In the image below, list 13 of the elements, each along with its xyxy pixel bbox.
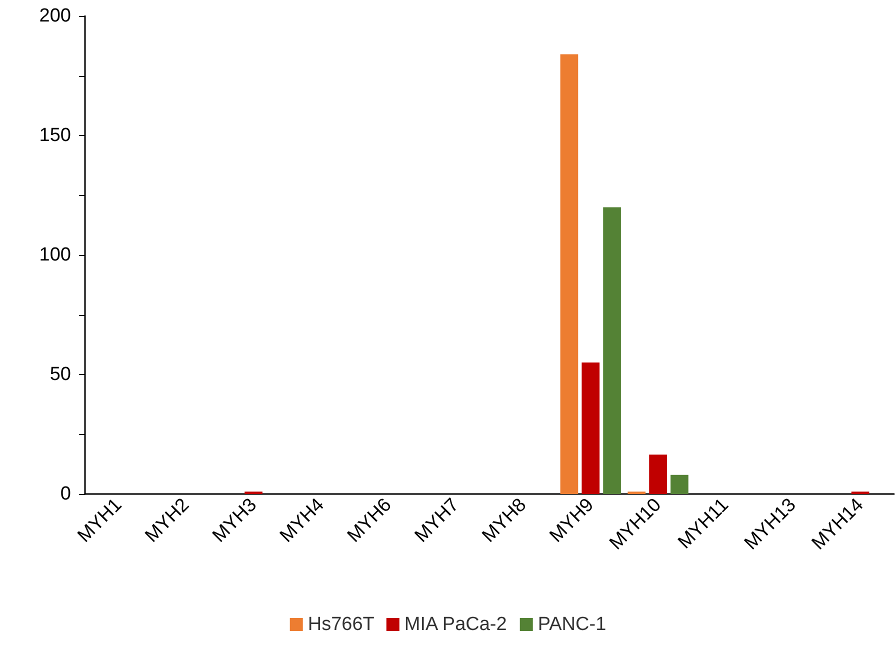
bar — [582, 362, 600, 494]
y-tick-label: 0 — [60, 484, 71, 504]
legend-label: Hs766T — [308, 614, 375, 635]
bar — [560, 54, 578, 494]
bar — [603, 207, 621, 494]
legend-label: PANC-1 — [538, 614, 606, 635]
y-tick-label: 50 — [50, 364, 71, 385]
bar — [670, 474, 688, 494]
y-tick-label: 100 — [39, 244, 71, 266]
y-tick-label: 200 — [39, 6, 71, 26]
legend-label: MIA PaCa-2 — [404, 614, 507, 635]
y-tick-label: 150 — [39, 125, 71, 146]
bar — [649, 454, 667, 494]
